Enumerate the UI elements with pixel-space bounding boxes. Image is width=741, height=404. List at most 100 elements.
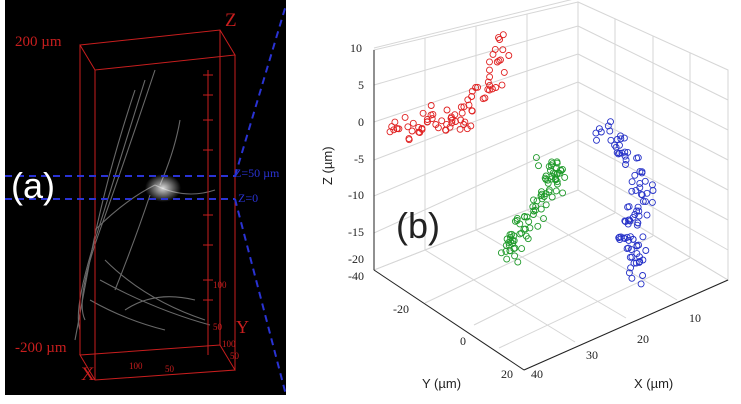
scatter-point-red <box>423 116 431 123</box>
plane-upper-label: Z=50 µm <box>234 166 280 180</box>
scatter-point-green <box>553 159 561 167</box>
scatter-point-green <box>540 215 547 223</box>
scatter-point-green <box>531 206 539 214</box>
scatter-point-red <box>486 66 493 74</box>
scatter-point-red <box>438 117 446 125</box>
scatter-point-red <box>496 36 504 43</box>
scatter-point-green <box>537 205 545 213</box>
scatter-point-red <box>458 109 466 117</box>
scatter-point-blue <box>642 247 650 254</box>
scatter-point-green <box>525 218 533 226</box>
scatter-point-red <box>393 125 401 133</box>
scatter-point-blue <box>639 256 647 264</box>
z-tick-label: -20 <box>348 252 364 266</box>
scatter-point-green <box>540 193 548 200</box>
scatter-point-green <box>502 241 510 249</box>
z-tick-label: -15 <box>348 225 364 239</box>
scatter-point-blue <box>624 244 632 252</box>
scatter-point-red <box>498 81 506 89</box>
scatter-point-blue <box>643 189 651 197</box>
scatter-point-blue <box>622 156 630 164</box>
x-tick-label: 40 <box>531 367 543 381</box>
scatter-point-red <box>489 50 497 58</box>
scatter-point-red <box>408 127 416 135</box>
scatter-point-green <box>513 214 521 222</box>
x-tick-label: 20 <box>637 332 649 346</box>
scatter-point-blue <box>625 269 633 277</box>
scatter-point-blue <box>635 258 643 266</box>
scatter-point-blue <box>630 259 638 267</box>
scatter-point-blue <box>628 274 636 282</box>
scatter-point-blue <box>615 234 623 242</box>
z-tick-label: 10 <box>350 41 362 55</box>
scatter-point-green <box>510 232 518 240</box>
scatter-point-blue <box>624 203 632 211</box>
scatter-point-green <box>548 193 556 201</box>
scatter-point-red <box>484 85 492 93</box>
scatter-point-blue <box>638 191 646 199</box>
scatter-point-green <box>509 237 517 245</box>
scatter-point-green <box>541 174 549 182</box>
scatter-point-green <box>532 154 540 162</box>
scatter-point-green <box>518 229 526 237</box>
scatter-point-red <box>499 31 507 39</box>
z-planes <box>5 4 287 396</box>
scatter-point-blue <box>632 186 640 194</box>
scatter-point-blue <box>636 179 644 187</box>
scatter-point-blue <box>639 272 647 279</box>
scatter-point-blue <box>628 178 636 186</box>
scatter-point-green <box>549 169 557 177</box>
scatter-point-blue <box>611 141 619 149</box>
grid-lines <box>372 0 730 371</box>
scatter-point-red <box>448 116 456 124</box>
volume-render-svg: 200 µm -200 µm Z Y X Z=50 µm Z=0 100 50 … <box>5 4 287 396</box>
scatter-point-blue <box>639 197 647 205</box>
scatter-point-blue <box>593 136 600 144</box>
scatter-point-red <box>432 121 440 128</box>
scatter-point-red <box>386 128 394 136</box>
scatter-point-blue <box>634 219 642 227</box>
scatter-point-red <box>495 57 503 65</box>
x-tick-label: 30 <box>586 348 598 362</box>
scatter-point-blue <box>628 253 636 261</box>
scatter-point-red <box>452 118 459 125</box>
scatter-point-blue <box>621 217 629 225</box>
scatter-point-green <box>542 201 550 209</box>
scatter-point-blue <box>622 218 629 226</box>
scatter-point-green <box>521 213 528 221</box>
bottom-value-label: -200 µm <box>15 340 67 356</box>
bounding-box <box>79 29 236 381</box>
y-axis-label: Y <box>236 317 249 337</box>
scatter-point-blue <box>648 181 656 189</box>
scatter-point-blue <box>607 118 614 126</box>
x-tick-label: 10 <box>689 311 701 325</box>
scatter-point-blue <box>638 169 646 177</box>
scatter-point-green <box>518 245 526 253</box>
scatter-point-green <box>508 230 516 238</box>
scatter-point-red <box>443 106 451 114</box>
z-tick-label: -5 <box>354 152 364 166</box>
scatter-point-red <box>419 109 427 117</box>
scatter-point-blue <box>622 161 629 168</box>
scatter-point-red <box>409 119 417 127</box>
fiber-structures <box>74 69 216 341</box>
scatter-point-blue <box>613 149 621 157</box>
z-tick-label: 0 <box>358 115 364 129</box>
scatter-3d-svg: 10 5 0 -5 -10 -15 -20 -40 -20 0 20 10 20… <box>320 0 730 391</box>
scatter-point-red <box>505 52 513 59</box>
scatter-point-red <box>405 135 413 143</box>
scatter-point-blue <box>637 280 645 288</box>
panel-a-volume-image: 200 µm -200 µm Z Y X Z=50 µm Z=0 100 50 … <box>5 0 287 396</box>
scatter-point-blue <box>632 259 640 267</box>
scatter-point-green <box>553 170 561 178</box>
scatter-point-blue <box>629 235 637 243</box>
scatter-point-red <box>499 46 507 54</box>
y-tick-50: 50 <box>230 351 240 361</box>
scatter-point-green <box>523 213 531 221</box>
z-axis-label: Z <box>225 10 237 31</box>
scatter-point-blue <box>620 134 628 142</box>
scatter-point-red <box>428 115 436 123</box>
x-axis-title: X (µm) <box>634 376 673 391</box>
y-tick-100: 100 <box>222 339 236 349</box>
scatter-point-blue <box>635 207 643 215</box>
